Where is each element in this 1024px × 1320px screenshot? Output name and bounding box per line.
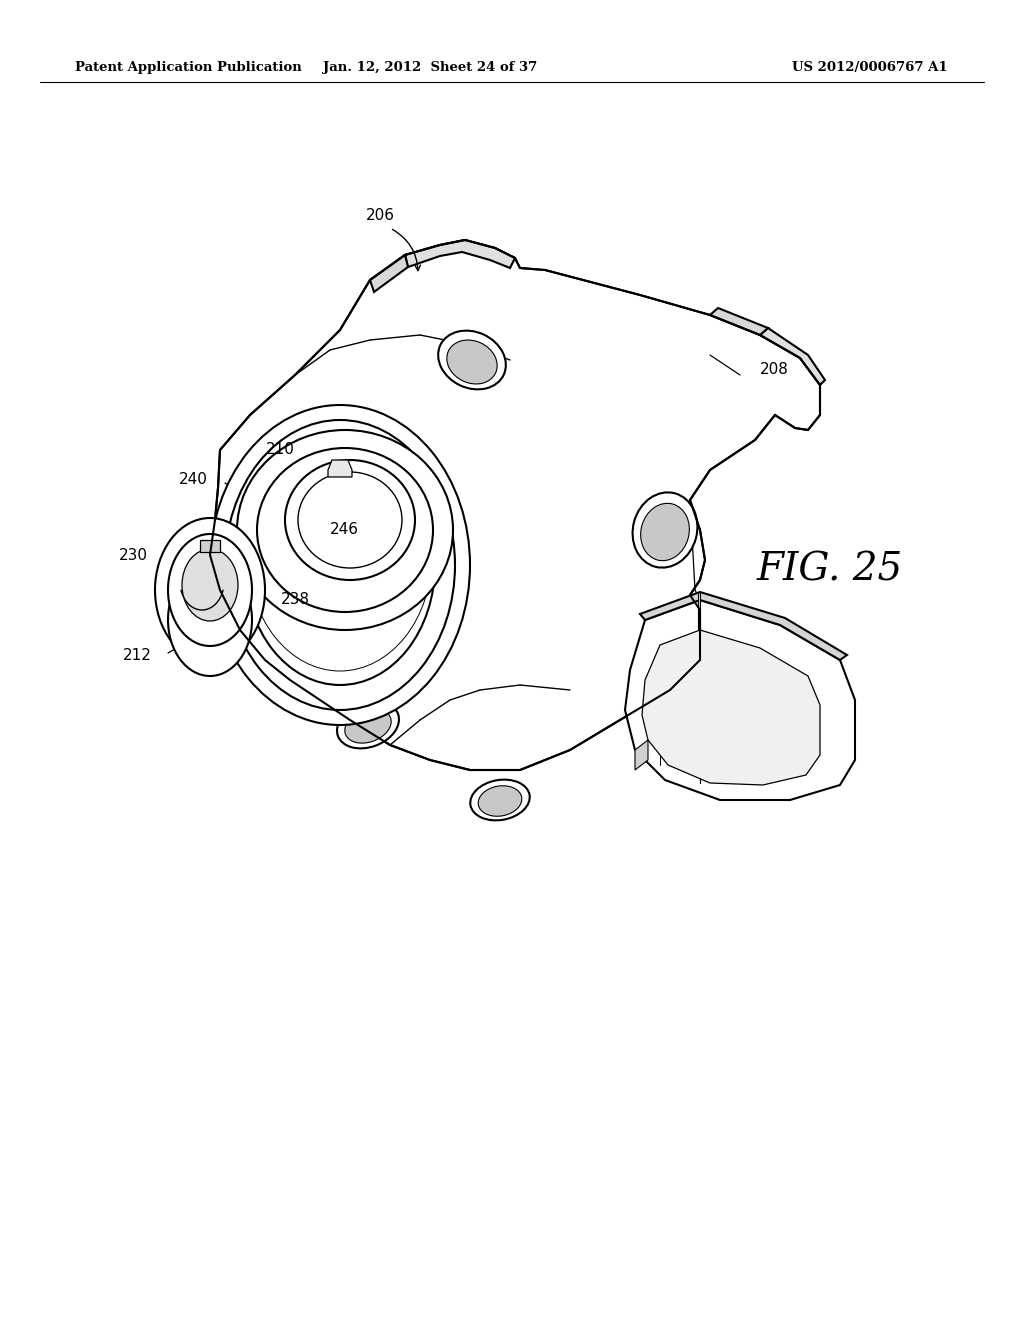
Ellipse shape — [438, 330, 506, 389]
Ellipse shape — [225, 420, 455, 710]
Text: 210: 210 — [266, 442, 295, 458]
Ellipse shape — [470, 780, 529, 820]
Ellipse shape — [182, 549, 238, 620]
Polygon shape — [698, 591, 700, 630]
Text: 240: 240 — [179, 473, 208, 487]
Polygon shape — [210, 240, 820, 770]
Text: FIG. 25: FIG. 25 — [757, 552, 903, 589]
Ellipse shape — [633, 492, 697, 568]
Text: Patent Application Publication: Patent Application Publication — [75, 62, 302, 74]
Ellipse shape — [641, 503, 689, 561]
Text: US 2012/0006767 A1: US 2012/0006767 A1 — [793, 62, 948, 74]
Polygon shape — [406, 240, 515, 268]
Ellipse shape — [298, 473, 402, 568]
Polygon shape — [625, 601, 855, 800]
Ellipse shape — [245, 445, 435, 685]
Ellipse shape — [210, 405, 470, 725]
Ellipse shape — [248, 440, 432, 671]
Ellipse shape — [446, 341, 498, 384]
Ellipse shape — [257, 447, 433, 612]
Polygon shape — [640, 591, 847, 660]
Polygon shape — [635, 741, 648, 770]
Polygon shape — [760, 327, 825, 385]
Polygon shape — [200, 540, 220, 552]
Ellipse shape — [155, 517, 265, 663]
Polygon shape — [642, 630, 820, 785]
Ellipse shape — [168, 564, 252, 676]
Ellipse shape — [285, 459, 415, 579]
Text: 238: 238 — [281, 593, 310, 607]
Text: 230: 230 — [119, 548, 148, 562]
Ellipse shape — [478, 785, 522, 816]
Polygon shape — [370, 255, 408, 292]
Text: 208: 208 — [760, 363, 788, 378]
Polygon shape — [710, 308, 768, 335]
Ellipse shape — [168, 535, 252, 645]
Text: 206: 206 — [366, 207, 394, 223]
Polygon shape — [328, 459, 352, 477]
Text: 246: 246 — [330, 523, 359, 537]
Text: Jan. 12, 2012  Sheet 24 of 37: Jan. 12, 2012 Sheet 24 of 37 — [323, 62, 538, 74]
Text: 212: 212 — [123, 648, 152, 663]
Ellipse shape — [337, 702, 399, 748]
Ellipse shape — [237, 430, 453, 630]
Ellipse shape — [345, 709, 391, 743]
